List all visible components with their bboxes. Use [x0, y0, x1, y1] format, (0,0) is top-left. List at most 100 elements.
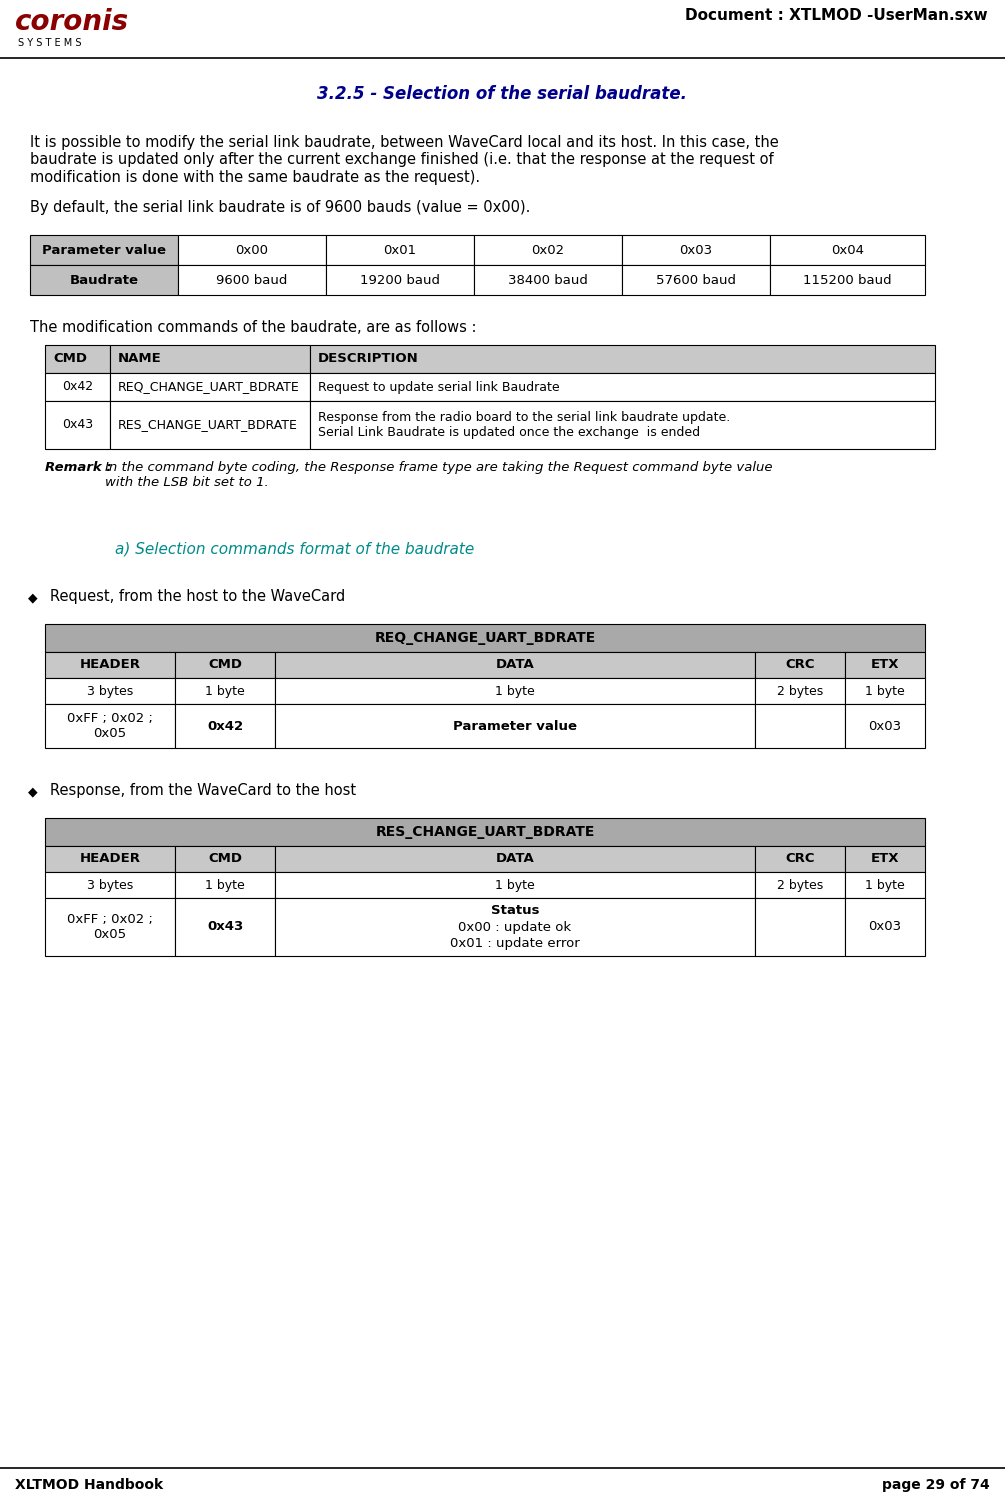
Text: S Y S T E M S: S Y S T E M S: [18, 38, 81, 48]
Bar: [310, 402, 935, 448]
Bar: [845, 678, 925, 704]
Text: CMD: CMD: [208, 658, 242, 672]
Text: 0xFF ; 0x02 ;
0x05: 0xFF ; 0x02 ; 0x05: [67, 713, 153, 740]
Text: REQ_CHANGE_UART_BDRATE: REQ_CHANGE_UART_BDRATE: [375, 631, 596, 645]
Text: 57600 baud: 57600 baud: [656, 273, 736, 287]
Bar: [326, 264, 474, 294]
Text: HEADER: HEADER: [79, 658, 141, 672]
Bar: [45, 846, 175, 871]
Text: In the command byte coding, the Response frame type are taking the Request comma: In the command byte coding, the Response…: [105, 461, 773, 489]
Bar: [326, 236, 474, 264]
Text: CMD: CMD: [208, 853, 242, 865]
Bar: [845, 846, 925, 871]
Text: ETX: ETX: [870, 658, 899, 672]
Bar: [845, 871, 925, 898]
Text: 3 bytes: 3 bytes: [86, 879, 133, 891]
Text: 3 bytes: 3 bytes: [86, 684, 133, 698]
Bar: [45, 652, 175, 678]
Bar: [30, 236, 178, 264]
Text: 0x00: 0x00: [235, 243, 268, 257]
Bar: [474, 236, 622, 264]
Bar: [175, 898, 275, 956]
Bar: [30, 264, 178, 294]
Text: 0xFF ; 0x02 ;
0x05: 0xFF ; 0x02 ; 0x05: [67, 914, 153, 941]
Bar: [110, 373, 310, 402]
Bar: [45, 898, 175, 956]
Text: Response, from the WaveCard to the host: Response, from the WaveCard to the host: [50, 784, 356, 797]
Text: 0x02: 0x02: [532, 243, 565, 257]
Text: 2 bytes: 2 bytes: [777, 684, 823, 698]
Text: 38400 baud: 38400 baud: [509, 273, 588, 287]
Bar: [770, 264, 925, 294]
Text: 0x03: 0x03: [868, 719, 901, 732]
Bar: [310, 373, 935, 402]
Bar: [45, 678, 175, 704]
Text: REQ_CHANGE_UART_BDRATE: REQ_CHANGE_UART_BDRATE: [118, 381, 299, 394]
Bar: [755, 704, 845, 747]
Text: CRC: CRC: [785, 853, 815, 865]
Text: 0x04: 0x04: [831, 243, 864, 257]
Text: CRC: CRC: [785, 658, 815, 672]
Text: NAME: NAME: [118, 352, 162, 365]
Text: Parameter value: Parameter value: [453, 719, 577, 732]
Text: 0x01: 0x01: [384, 243, 416, 257]
Bar: [175, 652, 275, 678]
Bar: [175, 678, 275, 704]
Text: 1 byte: 1 byte: [205, 879, 245, 891]
Text: 19200 baud: 19200 baud: [360, 273, 440, 287]
Text: ◆: ◆: [28, 590, 37, 604]
Text: Remark :: Remark :: [45, 461, 117, 474]
Text: 0x42: 0x42: [62, 381, 93, 394]
Text: 0x43: 0x43: [207, 921, 243, 933]
Bar: [845, 652, 925, 678]
Text: Status: Status: [490, 904, 540, 918]
Text: Baudrate: Baudrate: [69, 273, 139, 287]
Bar: [275, 846, 755, 871]
Bar: [175, 704, 275, 747]
Text: 0x03: 0x03: [868, 921, 901, 933]
Text: a) Selection commands format of the baudrate: a) Selection commands format of the baud…: [115, 541, 474, 556]
Text: 1 byte: 1 byte: [865, 684, 904, 698]
Text: Parameter value: Parameter value: [42, 243, 166, 257]
Bar: [755, 898, 845, 956]
Bar: [310, 344, 935, 373]
Bar: [45, 704, 175, 747]
Bar: [175, 871, 275, 898]
Text: By default, the serial link baudrate is of 9600 bauds (value = 0x00).: By default, the serial link baudrate is …: [30, 199, 531, 214]
Text: 3.2.5 - Selection of the serial baudrate.: 3.2.5 - Selection of the serial baudrate…: [317, 85, 687, 103]
Bar: [45, 818, 925, 846]
Bar: [755, 871, 845, 898]
Text: RES_CHANGE_UART_BDRATE: RES_CHANGE_UART_BDRATE: [118, 418, 297, 432]
Text: DATA: DATA: [495, 853, 535, 865]
Text: coronis: coronis: [15, 8, 129, 36]
Text: 0x01 : update error: 0x01 : update error: [450, 936, 580, 950]
Bar: [110, 344, 310, 373]
Bar: [275, 704, 755, 747]
Text: 0x00 : update ok: 0x00 : update ok: [458, 921, 572, 933]
Bar: [275, 652, 755, 678]
Bar: [178, 236, 326, 264]
Text: DESCRIPTION: DESCRIPTION: [318, 352, 419, 365]
Bar: [175, 846, 275, 871]
Text: ETX: ETX: [870, 853, 899, 865]
Text: Response from the radio board to the serial link baudrate update.
Serial Link Ba: Response from the radio board to the ser…: [318, 411, 731, 439]
Text: 115200 baud: 115200 baud: [803, 273, 891, 287]
Bar: [110, 402, 310, 448]
Bar: [45, 402, 110, 448]
Text: HEADER: HEADER: [79, 853, 141, 865]
Bar: [45, 373, 110, 402]
Text: 1 byte: 1 byte: [865, 879, 904, 891]
Bar: [845, 898, 925, 956]
Text: It is possible to modify the serial link baudrate, between WaveCard local and it: It is possible to modify the serial link…: [30, 134, 779, 184]
Text: 0x03: 0x03: [679, 243, 713, 257]
Text: Request to update serial link Baudrate: Request to update serial link Baudrate: [318, 381, 560, 394]
Bar: [770, 236, 925, 264]
Bar: [755, 652, 845, 678]
Text: 1 byte: 1 byte: [495, 879, 535, 891]
Text: 2 bytes: 2 bytes: [777, 879, 823, 891]
Bar: [45, 624, 925, 652]
Bar: [275, 898, 755, 956]
Bar: [755, 678, 845, 704]
Bar: [178, 264, 326, 294]
Text: 0x43: 0x43: [62, 418, 93, 432]
